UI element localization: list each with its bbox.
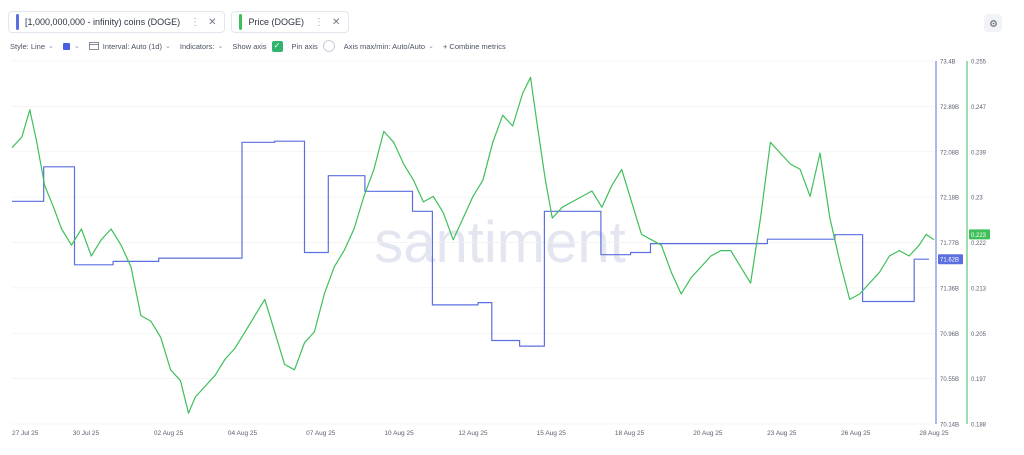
holdings-current-value: 71.62B bbox=[940, 258, 959, 264]
x-axis-tick-label: 26 Aug 25 bbox=[841, 430, 871, 437]
grid bbox=[12, 60, 934, 425]
x-axis-tick-label: 18 Aug 25 bbox=[615, 430, 645, 437]
metric-tab-price[interactable]: Price (DOGE) ⋮ ✕ bbox=[231, 11, 350, 33]
more-options-icon[interactable]: ⋮ bbox=[190, 16, 200, 28]
x-axis-tick-label: 12 Aug 25 bbox=[458, 430, 488, 437]
x-axis-tick-label: 30 Jul 25 bbox=[73, 430, 100, 437]
interval-label: Interval: Auto (1d) bbox=[102, 41, 162, 51]
x-axis-tick-label: 10 Aug 25 bbox=[384, 430, 414, 437]
style-selector[interactable]: Style: Line ⌄ bbox=[10, 42, 54, 51]
gear-icon bbox=[989, 19, 997, 27]
axis-maxmin-selector[interactable]: Axis max/min: Auto/Auto ⌄ bbox=[344, 42, 434, 51]
x-axis-tick-label: 15 Aug 25 bbox=[537, 430, 567, 437]
pin-axis-toggle[interactable]: Pin axis bbox=[292, 40, 335, 52]
metric-tab-label: [1,000,000,000 - infinity) coins (DOGE) bbox=[25, 17, 181, 27]
price-axis-tick-label: 0.255 bbox=[971, 60, 987, 66]
chart-toolbar: Style: Line ⌄ ⌄ Interval: Auto (1d) ⌄ In… bbox=[10, 39, 515, 53]
x-axis-tick-label: 23 Aug 25 bbox=[767, 430, 797, 437]
price-axis-tick-label: 0.188 bbox=[971, 423, 987, 429]
combine-metrics-label: + Combine metrics bbox=[442, 41, 506, 51]
chevron-down-icon: ⌄ bbox=[217, 43, 224, 50]
indicators-label: Indicators: bbox=[179, 41, 215, 51]
chart-canvas[interactable]: santiment 73.4B72.89B72.08B72.18B71.77B7… bbox=[0, 52, 1024, 447]
price-axis-tick-label: 0.239 bbox=[971, 150, 987, 156]
close-icon[interactable]: ✕ bbox=[208, 16, 217, 28]
calendar-icon bbox=[88, 42, 99, 50]
price-axis-tick-label: 0.222 bbox=[971, 241, 987, 247]
chevron-down-icon: ⌄ bbox=[164, 43, 171, 50]
series-layer bbox=[11, 76, 935, 414]
axes-layer: 73.4B 72.89B 72.08B 72.18B 71.77B 71.36B 70.96… bbox=[12, 60, 990, 437]
metric-tab-label: Price (DOGE) bbox=[248, 17, 304, 27]
checkbox-checked-icon[interactable]: ✓ bbox=[271, 40, 283, 52]
price-axis-tick-label: 0.197 bbox=[971, 377, 987, 383]
x-axis-tick-label: 28 Aug 25 bbox=[919, 430, 949, 437]
price-current-value: 0.223 bbox=[971, 233, 987, 239]
chart-settings-button[interactable] bbox=[984, 14, 1002, 32]
pin-axis-label: Pin axis bbox=[291, 41, 318, 51]
axis-maxmin-label: Axis max/min: Auto/Auto bbox=[343, 41, 426, 51]
holdings-axis-tick-label: 71.77B bbox=[940, 241, 959, 247]
color-swatch-icon bbox=[62, 42, 70, 50]
x-axis-tick-label: 07 Aug 25 bbox=[306, 430, 336, 437]
holdings-axis-tick-label: 71.36B bbox=[940, 286, 959, 292]
combine-metrics-button[interactable]: + Combine metrics bbox=[443, 42, 506, 51]
holdings-axis-tick-label: 70.96B bbox=[940, 332, 959, 338]
price-axis-tick-label: 0.247 bbox=[971, 105, 987, 111]
holdings-axis-tick-label: 72.08B bbox=[940, 150, 959, 156]
metric-color-swatch bbox=[16, 14, 19, 30]
color-selector[interactable]: ⌄ bbox=[62, 42, 80, 50]
chevron-down-icon: ⌄ bbox=[73, 43, 80, 50]
more-options-icon[interactable]: ⋮ bbox=[313, 16, 324, 28]
price-series-line bbox=[11, 76, 935, 414]
holdings-axis-tick-label: 70.55B bbox=[940, 377, 959, 383]
metric-color-swatch bbox=[239, 14, 243, 30]
metric-tabs: [1,000,000,000 - infinity) coins (DOGE) … bbox=[8, 11, 350, 33]
holdings-axis-tick-label: 72.89B bbox=[940, 105, 959, 111]
chevron-down-icon: ⌄ bbox=[48, 43, 54, 50]
holdings-current-badge bbox=[938, 254, 963, 265]
holdings-series-line bbox=[12, 140, 929, 347]
indicators-selector[interactable]: Indicators: ⌄ bbox=[180, 42, 223, 51]
price-axis-tick-label: 0.213 bbox=[971, 286, 987, 292]
close-icon[interactable]: ✕ bbox=[331, 16, 341, 28]
style-label: Style: Line bbox=[10, 41, 46, 51]
x-axis-tick-label: 02 Aug 25 bbox=[154, 430, 184, 437]
show-axis-toggle[interactable]: Show axis ✓ bbox=[232, 40, 283, 52]
holdings-axis-tick-label: 70.14B bbox=[940, 423, 959, 429]
x-axis-tick-label: 27 Jul 25 bbox=[12, 430, 39, 437]
chevron-down-icon: ⌄ bbox=[428, 43, 434, 50]
metric-tab-holdings[interactable]: [1,000,000,000 - infinity) coins (DOGE) … bbox=[8, 11, 226, 33]
price-axis-tick-label: 0.23 bbox=[971, 196, 983, 202]
price-current-badge bbox=[969, 229, 990, 240]
holdings-axis-tick-label: 73.4B bbox=[940, 60, 956, 66]
interval-selector[interactable]: Interval: Auto (1d) ⌄ bbox=[88, 41, 171, 51]
x-axis-tick-label: 04 Aug 25 bbox=[228, 430, 258, 437]
holdings-axis-tick-label: 72.18B bbox=[940, 196, 959, 202]
price-axis-tick-label: 0.205 bbox=[971, 332, 987, 338]
show-axis-label: Show axis bbox=[232, 41, 267, 51]
x-axis-tick-label: 20 Aug 25 bbox=[693, 430, 723, 437]
toggle-off-icon[interactable] bbox=[322, 40, 335, 52]
